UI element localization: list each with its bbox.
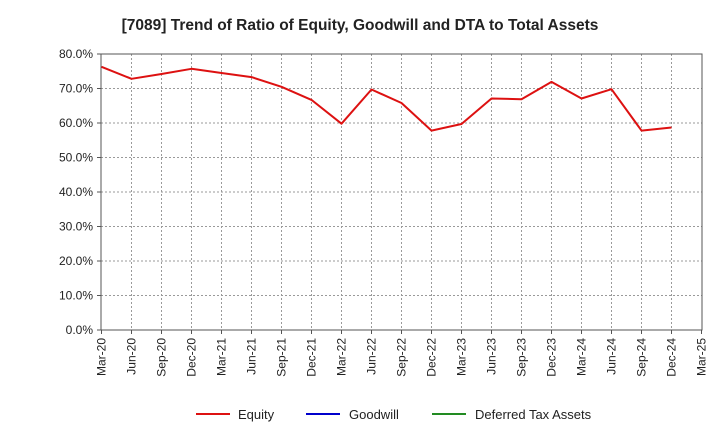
x-tick-label: Sep-22 xyxy=(395,338,409,377)
y-tick-label: 20.0% xyxy=(59,254,93,268)
x-tick-label: Mar-23 xyxy=(455,338,469,376)
y-tick-label: 80.0% xyxy=(59,47,93,61)
plot-frame xyxy=(100,53,703,331)
axes: 0.0% 10.0% 20.0% 30.0% 40.0% 50.0% 60.0% 70.0% 8… xyxy=(59,47,709,377)
x-tick-label: Mar-24 xyxy=(575,338,589,376)
legend-label-equity: Equity xyxy=(238,407,275,422)
x-tick-label: Mar-22 xyxy=(335,338,349,376)
x-tick-label: Sep-20 xyxy=(155,338,169,377)
x-tick-label: Dec-22 xyxy=(425,338,439,377)
chart-title: [7089] Trend of Ratio of Equity, Goodwil… xyxy=(122,17,599,34)
x-tick-label: Jun-24 xyxy=(605,338,619,375)
x-tick-label: Sep-21 xyxy=(275,338,289,377)
y-tick-label: 70.0% xyxy=(59,82,93,96)
series-line-equity xyxy=(101,65,672,132)
x-tick-label: Sep-23 xyxy=(515,338,529,377)
grid xyxy=(101,54,702,330)
x-tick-label: Mar-20 xyxy=(95,338,109,376)
y-tick-label: 50.0% xyxy=(59,151,93,165)
y-tick-label: 30.0% xyxy=(59,220,93,234)
x-tick-label: Dec-21 xyxy=(305,338,319,377)
x-tick-label: Mar-25 xyxy=(695,338,709,376)
x-tick-label: Dec-23 xyxy=(545,338,559,377)
legend: Equity Goodwill Deferred Tax Assets xyxy=(196,407,592,422)
y-tick-label: 60.0% xyxy=(59,116,93,130)
x-tick-label: Jun-23 xyxy=(485,338,499,375)
x-tick-label: Jun-22 xyxy=(365,338,379,375)
x-tick-label: Jun-20 xyxy=(125,338,139,375)
y-tick-label: 0.0% xyxy=(66,323,94,337)
legend-label-deferred-tax-assets: Deferred Tax Assets xyxy=(475,407,592,422)
y-tick-label: 40.0% xyxy=(59,185,93,199)
x-tick-label: Dec-20 xyxy=(185,338,199,377)
series-lines xyxy=(101,65,672,132)
x-tick-label: Sep-24 xyxy=(635,338,649,377)
x-tick-label: Mar-21 xyxy=(215,338,229,376)
x-tick-label: Dec-24 xyxy=(665,338,679,377)
legend-label-goodwill: Goodwill xyxy=(349,407,399,422)
y-tick-label: 10.0% xyxy=(59,289,93,303)
x-tick-label: Jun-21 xyxy=(245,338,259,375)
